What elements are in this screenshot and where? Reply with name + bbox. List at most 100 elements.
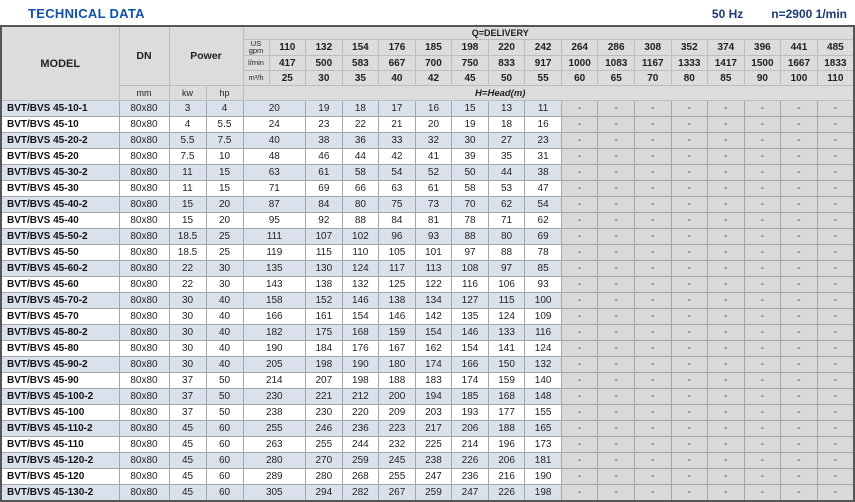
head-value-cell: 223 bbox=[378, 420, 416, 438]
head-value-cell: - bbox=[743, 420, 782, 438]
head-value-cell: - bbox=[633, 116, 672, 134]
head-value-cell: - bbox=[780, 372, 818, 390]
head-value-cell: - bbox=[597, 164, 635, 182]
head-value-cell: 134 bbox=[414, 292, 453, 310]
head-value-cell: - bbox=[816, 356, 855, 374]
head-value-cell: - bbox=[597, 372, 635, 390]
head-value-cell: 124 bbox=[487, 308, 526, 326]
head-value-cell: 217 bbox=[414, 420, 453, 438]
head-value-cell: - bbox=[780, 212, 818, 230]
power-hp-cell: 40 bbox=[205, 356, 244, 374]
head-value-cell: 47 bbox=[524, 180, 562, 198]
us-gpm-value: 185 bbox=[414, 38, 453, 57]
power-hp-cell: 60 bbox=[205, 420, 244, 438]
table-row: BVT/BVS 45-100 80x80 37 50 238 230 220 209 203 19… bbox=[0, 404, 855, 422]
head-value-cell: - bbox=[560, 404, 599, 422]
model-cell: BVT/BVS 45-70 bbox=[0, 308, 120, 326]
head-value-cell: - bbox=[633, 196, 672, 214]
head-value-cell: - bbox=[707, 292, 745, 310]
head-value-cell: - bbox=[816, 260, 855, 278]
head-value-cell: - bbox=[560, 180, 599, 198]
head-value-cell: 294 bbox=[305, 484, 343, 502]
head-value-cell: - bbox=[633, 228, 672, 246]
head-value-cell: 117 bbox=[378, 260, 416, 278]
table-row: BVT/BVS 45-40-2 80x80 15 20 87 84 80 75 73 70 62 54… bbox=[0, 196, 855, 214]
power-kw-cell: 45 bbox=[168, 436, 207, 454]
head-value-cell: - bbox=[707, 340, 745, 358]
head-value-cell: - bbox=[597, 324, 635, 342]
head-value-cell: - bbox=[743, 356, 782, 374]
power-kw-cell: 22 bbox=[168, 260, 207, 278]
power-hp-cell: 50 bbox=[205, 388, 244, 406]
head-value-cell: 205 bbox=[242, 356, 307, 374]
head-value-cell: - bbox=[560, 308, 599, 326]
head-value-cell: - bbox=[670, 308, 709, 326]
power-hp-cell: 20 bbox=[205, 196, 244, 214]
head-value-cell: 127 bbox=[451, 292, 489, 310]
head-value-cell: - bbox=[743, 132, 782, 150]
head-value-cell: 305 bbox=[242, 484, 307, 502]
head-value-cell: 15 bbox=[451, 100, 489, 118]
head-value-cell: - bbox=[560, 196, 599, 214]
m3h-value: 50 bbox=[487, 70, 526, 87]
head-value-cell: - bbox=[743, 260, 782, 278]
head-value-cell: 48 bbox=[242, 148, 307, 166]
head-value-cell: - bbox=[816, 436, 855, 454]
head-value-cell: 61 bbox=[414, 180, 453, 198]
power-kw-label: kw bbox=[168, 85, 207, 102]
head-value-cell: 176 bbox=[341, 340, 380, 358]
head-value-cell: - bbox=[780, 244, 818, 262]
head-value-cell: 84 bbox=[305, 196, 343, 214]
dn-cell: 80x80 bbox=[118, 196, 170, 214]
head-value-cell: 146 bbox=[451, 324, 489, 342]
head-value-cell: 212 bbox=[341, 388, 380, 406]
power-hp-cell: 30 bbox=[205, 260, 244, 278]
power-kw-cell: 3 bbox=[168, 100, 207, 118]
table-row: BVT/BVS 45-130-2 80x80 45 60 305 294 282 267 259… bbox=[0, 484, 855, 502]
l-min-value: 1833 bbox=[816, 55, 855, 72]
head-value-cell: - bbox=[816, 404, 855, 422]
head-value-cell: 63 bbox=[378, 180, 416, 198]
head-value-cell: - bbox=[780, 324, 818, 342]
head-value-cell: - bbox=[670, 196, 709, 214]
head-value-cell: 161 bbox=[305, 308, 343, 326]
head-value-cell: 95 bbox=[242, 212, 307, 230]
head-value-cell: 255 bbox=[378, 468, 416, 486]
head-value-cell: 184 bbox=[305, 340, 343, 358]
head-value-cell: 20 bbox=[414, 116, 453, 134]
head-value-cell: 177 bbox=[487, 404, 526, 422]
head-value-cell: 198 bbox=[524, 484, 562, 502]
l-min-value: 500 bbox=[305, 55, 343, 72]
head-value-cell: 61 bbox=[305, 164, 343, 182]
head-value-cell: 221 bbox=[305, 388, 343, 406]
head-value-cell: 150 bbox=[487, 356, 526, 374]
head-value-cell: - bbox=[560, 388, 599, 406]
head-value-cell: 196 bbox=[487, 436, 526, 454]
head-value-cell: - bbox=[780, 292, 818, 310]
head-value-cell: 148 bbox=[524, 388, 562, 406]
dn-unit-label: mm bbox=[118, 85, 170, 102]
power-hp-cell: 60 bbox=[205, 484, 244, 502]
head-value-cell: - bbox=[743, 388, 782, 406]
table-row: BVT/BVS 45-50 80x80 18.5 25 119 115 110 105 101 9… bbox=[0, 244, 855, 262]
unit-l-min: l/min bbox=[242, 55, 270, 72]
dn-cell: 80x80 bbox=[118, 212, 170, 230]
head-value-cell: 16 bbox=[524, 116, 562, 134]
head-value-cell: - bbox=[633, 212, 672, 230]
head-value-cell: 88 bbox=[451, 228, 489, 246]
us-gpm-value: 264 bbox=[560, 38, 599, 57]
head-value-cell: 111 bbox=[242, 228, 307, 246]
dn-cell: 80x80 bbox=[118, 116, 170, 134]
head-value-cell: - bbox=[743, 196, 782, 214]
head-value-cell: 96 bbox=[378, 228, 416, 246]
l-min-value: 917 bbox=[524, 55, 562, 72]
dn-cell: 80x80 bbox=[118, 228, 170, 246]
head-value-cell: - bbox=[780, 420, 818, 438]
head-value-cell: 207 bbox=[305, 372, 343, 390]
power-hp-cell: 25 bbox=[205, 228, 244, 246]
head-value-cell: 166 bbox=[242, 308, 307, 326]
m3h-value: 90 bbox=[743, 70, 782, 87]
us-gpm-value: 286 bbox=[597, 38, 635, 57]
us-gpm-value: 198 bbox=[451, 38, 489, 57]
head-value-cell: 238 bbox=[414, 452, 453, 470]
